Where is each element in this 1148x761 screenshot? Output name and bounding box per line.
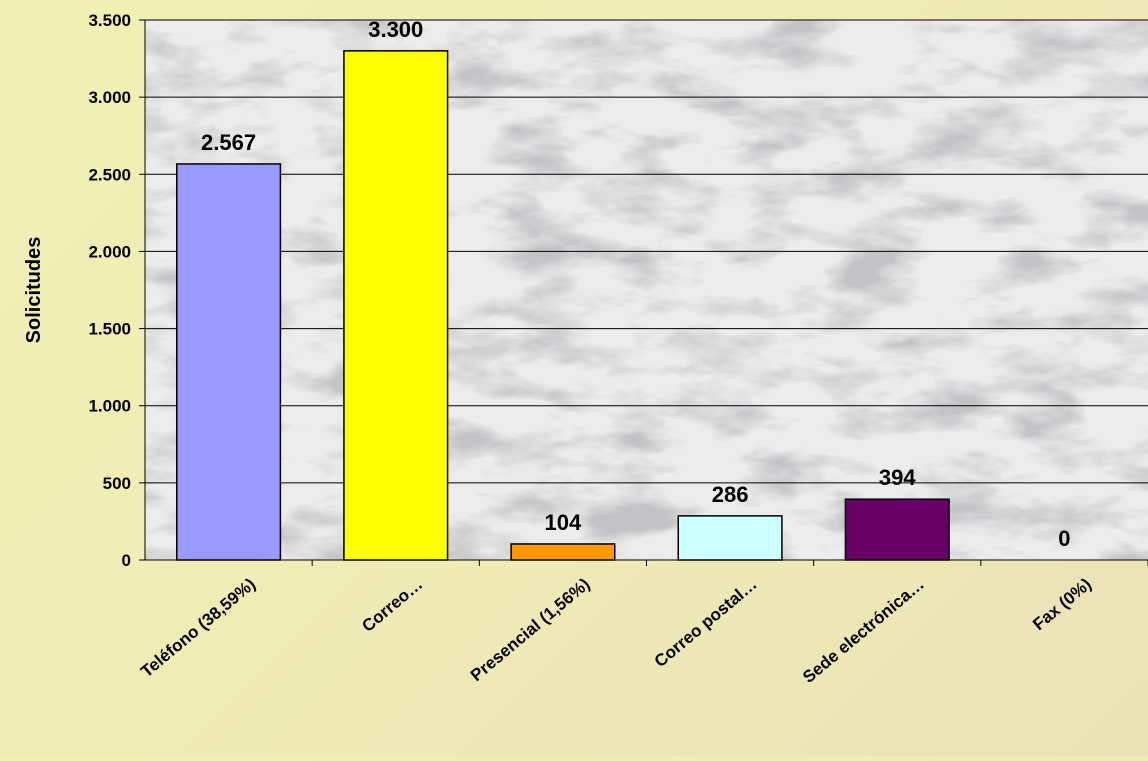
y-tick-label: 1.000 (88, 397, 131, 416)
y-tick-label: 3.500 (88, 11, 131, 30)
data-label: 2.567 (201, 130, 256, 155)
bar (343, 50, 449, 561)
y-tick-label: 1.500 (88, 320, 131, 339)
y-axis-title: Solicitudes (23, 237, 45, 344)
y-tick-label: 2.500 (88, 165, 131, 184)
y-tick-label: 2.000 (88, 242, 131, 261)
data-label: 286 (712, 482, 749, 507)
x-tick-label: Correo… (358, 575, 426, 636)
x-tick-label: Correo postal… (651, 575, 761, 672)
plot-texture (145, 20, 1148, 560)
bars (176, 50, 950, 561)
axes (139, 19, 1148, 566)
bar (510, 543, 616, 561)
y-tick-label: 0 (122, 551, 131, 570)
data-label: 3.300 (368, 17, 423, 42)
data-label: 0 (1058, 526, 1070, 551)
y-tick-label: 3.000 (88, 88, 131, 107)
data-label: 104 (545, 510, 582, 535)
x-tick-label: Presencial (1,56%) (467, 575, 594, 686)
y-tick-label: 500 (103, 474, 131, 493)
bar (844, 498, 950, 561)
x-tick-label: Fax (0%) (1029, 575, 1095, 634)
bar (176, 163, 282, 561)
gridlines (145, 19, 1148, 484)
data-label: 394 (879, 465, 916, 490)
x-tick-label: Sede electrónica… (799, 575, 928, 687)
x-tick-label: Teléfono (38,59%) (137, 575, 259, 682)
plot-area (145, 20, 1148, 560)
bar (677, 515, 783, 561)
